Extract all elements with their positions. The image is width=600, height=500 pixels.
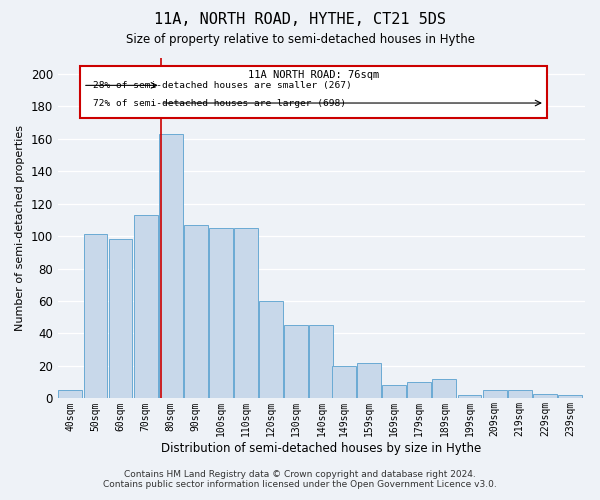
Bar <box>482 390 506 398</box>
Bar <box>433 379 457 398</box>
Bar <box>134 215 158 398</box>
X-axis label: Distribution of semi-detached houses by size in Hythe: Distribution of semi-detached houses by … <box>161 442 482 455</box>
Bar <box>533 394 557 398</box>
Bar <box>159 134 182 398</box>
Text: Contains HM Land Registry data © Crown copyright and database right 2024.
Contai: Contains HM Land Registry data © Crown c… <box>103 470 497 489</box>
Text: 28% of semi-detached houses are smaller (267): 28% of semi-detached houses are smaller … <box>93 81 352 90</box>
Bar <box>58 390 82 398</box>
Bar <box>310 326 334 398</box>
Bar <box>109 240 133 398</box>
Bar <box>209 228 233 398</box>
Bar <box>284 326 308 398</box>
Bar <box>83 234 107 398</box>
Bar <box>357 362 381 398</box>
Bar <box>259 301 283 398</box>
Bar <box>234 228 258 398</box>
FancyBboxPatch shape <box>80 66 547 118</box>
Y-axis label: Number of semi-detached properties: Number of semi-detached properties <box>15 125 25 331</box>
Text: 72% of semi-detached houses are larger (698): 72% of semi-detached houses are larger (… <box>93 98 346 108</box>
Bar <box>458 395 481 398</box>
Bar <box>184 224 208 398</box>
Bar <box>407 382 431 398</box>
Bar <box>332 366 356 398</box>
Bar <box>508 390 532 398</box>
Bar <box>558 395 582 398</box>
Text: 11A NORTH ROAD: 76sqm: 11A NORTH ROAD: 76sqm <box>248 70 379 81</box>
Text: 11A, NORTH ROAD, HYTHE, CT21 5DS: 11A, NORTH ROAD, HYTHE, CT21 5DS <box>154 12 446 28</box>
Bar <box>382 386 406 398</box>
Text: Size of property relative to semi-detached houses in Hythe: Size of property relative to semi-detach… <box>125 32 475 46</box>
